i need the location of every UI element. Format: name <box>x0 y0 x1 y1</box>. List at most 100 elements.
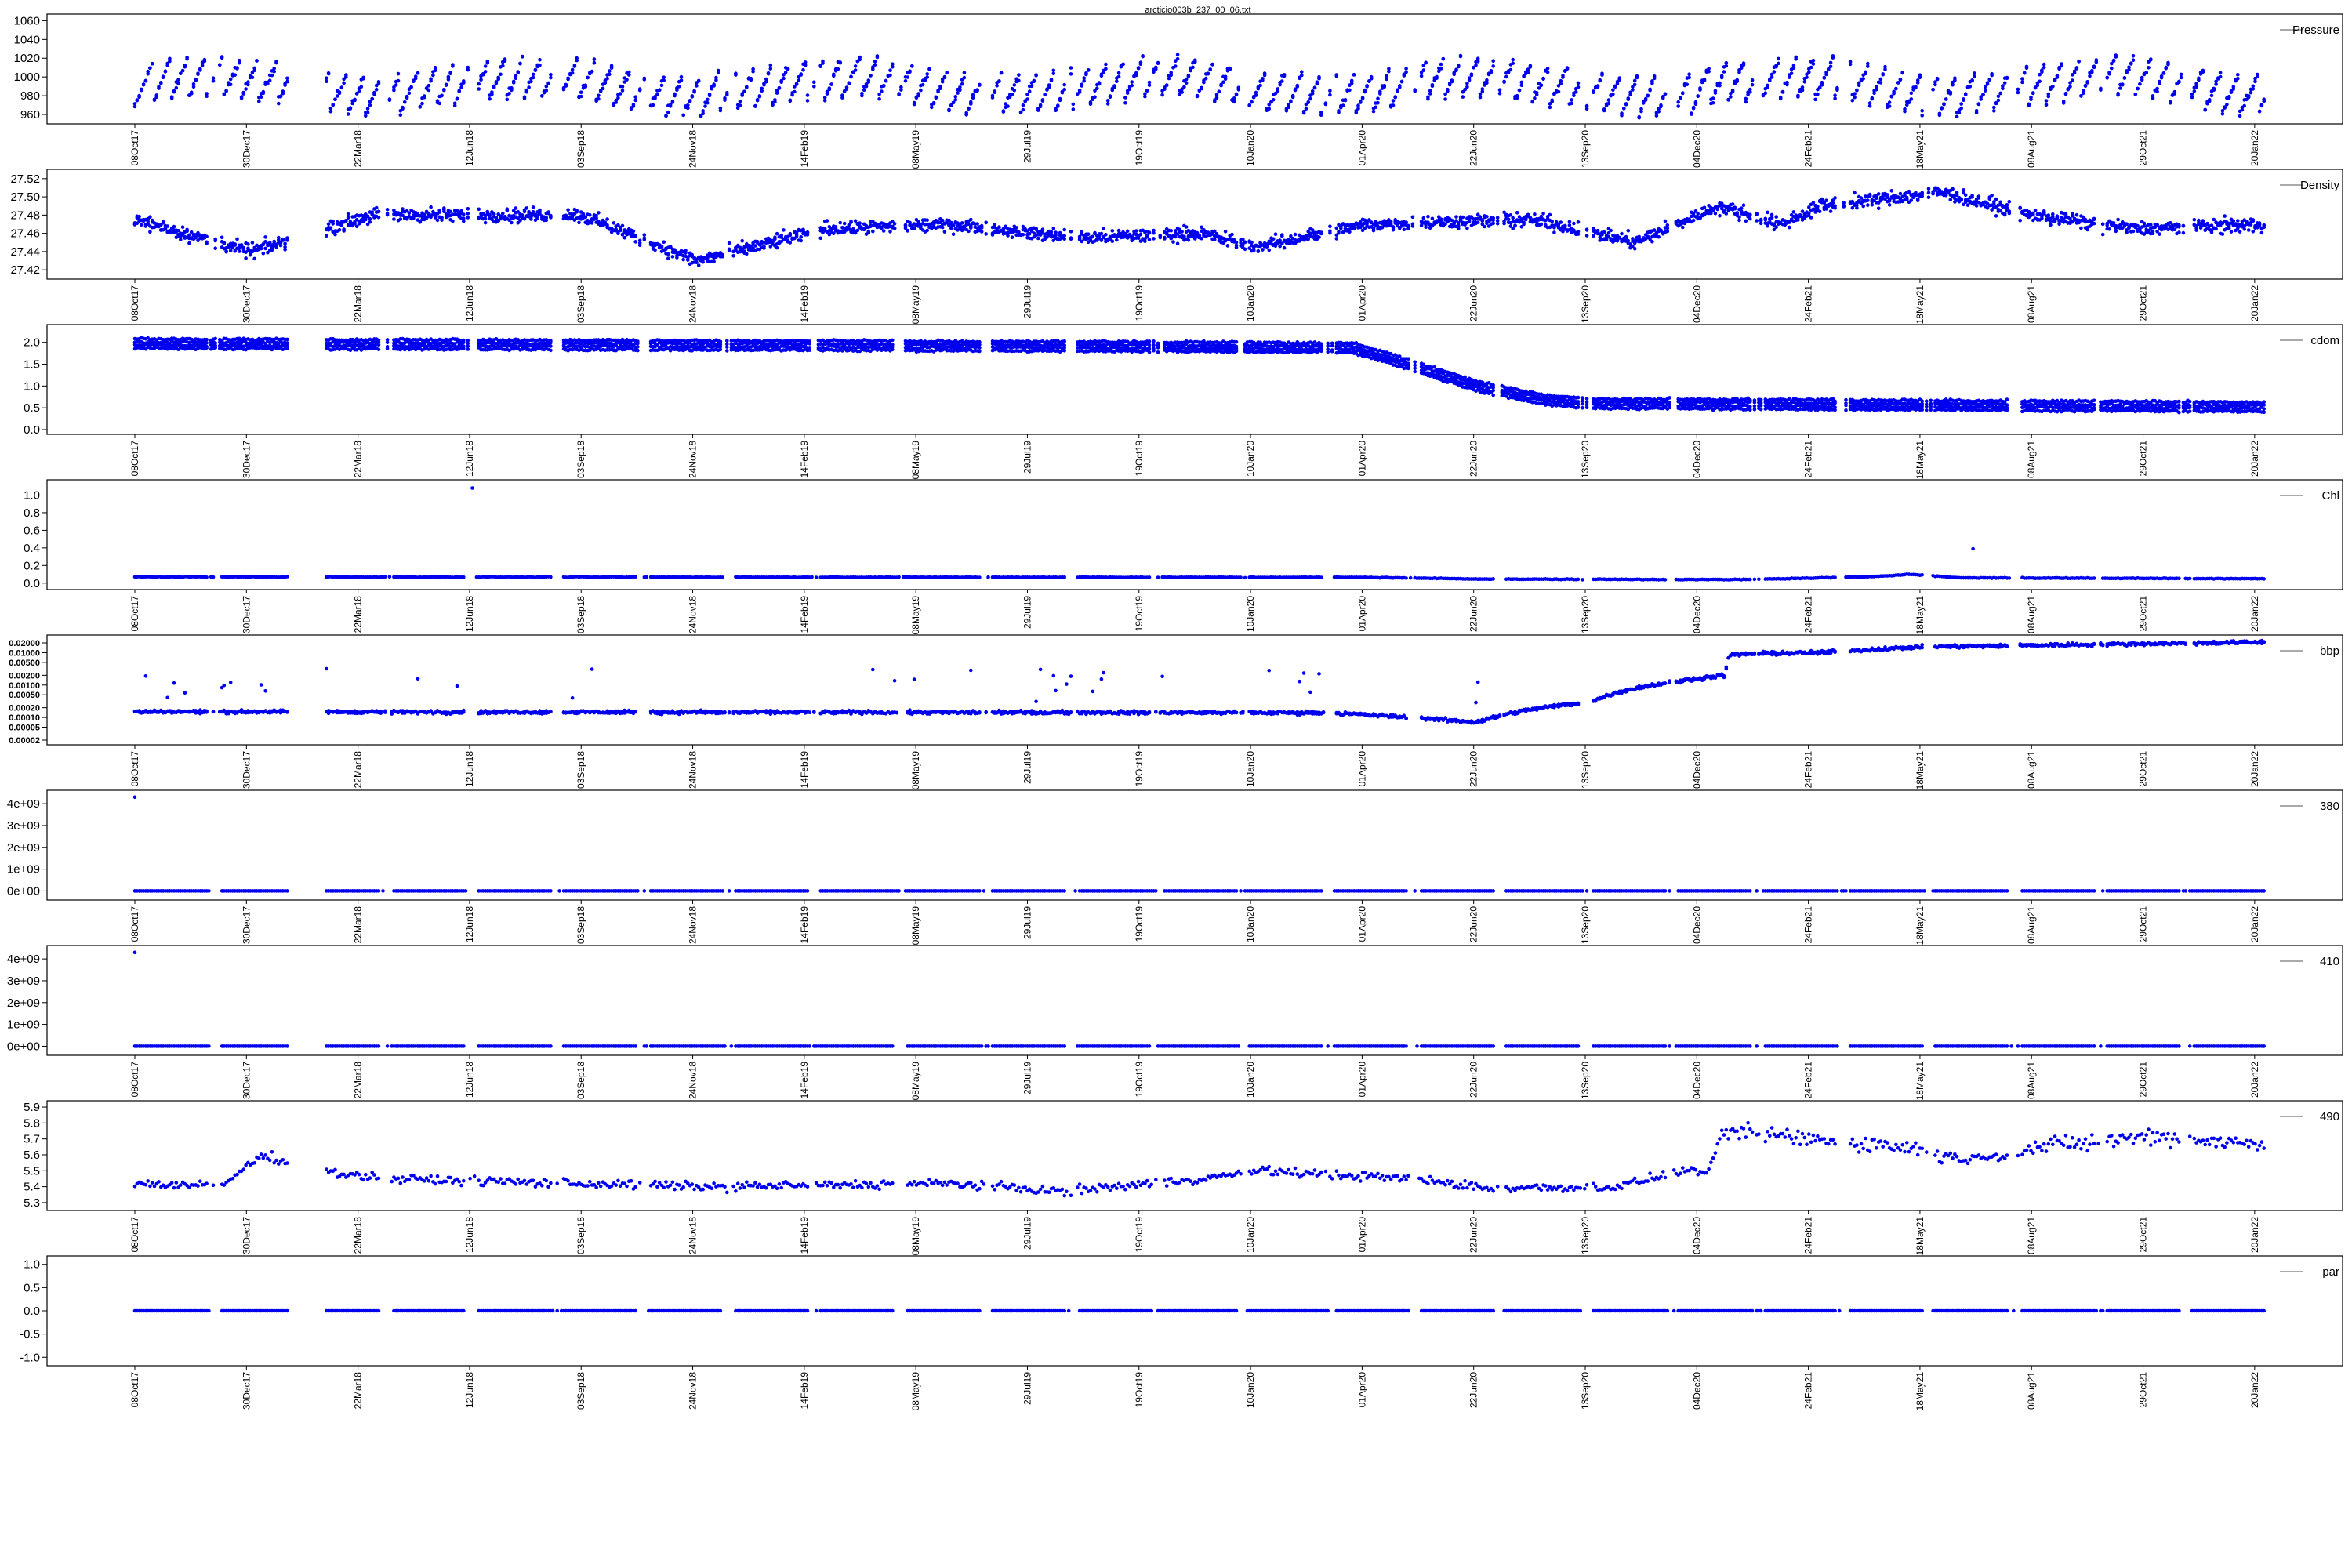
data-point <box>494 80 499 84</box>
data-point <box>1918 73 1922 77</box>
data-point <box>490 90 494 94</box>
data-point <box>1973 71 1976 75</box>
data-point <box>919 88 923 93</box>
data-point <box>529 79 533 84</box>
data-point <box>1363 89 1367 94</box>
data-point <box>1334 73 1339 77</box>
x-tick-label: 10Jan20 <box>1245 130 1256 166</box>
data-point <box>1399 79 1404 84</box>
data-point <box>1450 78 1454 82</box>
data-point <box>259 95 263 99</box>
data-point <box>1348 230 1352 234</box>
data-point <box>1032 78 1036 83</box>
data-point <box>385 338 390 342</box>
data-point <box>690 95 695 99</box>
data-point <box>2240 107 2245 112</box>
data-point <box>2192 89 2197 93</box>
data-point <box>727 247 731 252</box>
x-tick-label: 24Feb21 <box>1803 441 1814 478</box>
data-point <box>1772 70 1777 74</box>
data-point <box>1766 210 1769 215</box>
data-point <box>681 113 685 118</box>
data-point <box>1981 93 1985 97</box>
data-point <box>881 84 886 88</box>
data-point <box>344 73 348 77</box>
data-point <box>270 73 274 78</box>
points-pressure <box>132 53 2266 120</box>
data-point <box>762 246 766 250</box>
data-point <box>1491 221 1495 226</box>
x-tick-label: 30Dec17 <box>241 441 252 478</box>
data-point <box>137 95 141 99</box>
data-point <box>2120 82 2125 86</box>
data-point <box>2172 89 2177 94</box>
data-point <box>250 75 255 79</box>
data-point <box>842 221 847 226</box>
data-point <box>984 232 988 236</box>
data-point <box>1378 92 1382 96</box>
x-tick-label: 03Sep18 <box>575 441 586 478</box>
data-point <box>2207 97 2212 102</box>
data-point <box>1831 201 1835 205</box>
data-point <box>1800 85 1805 89</box>
data-point <box>1254 93 1258 97</box>
data-point <box>1983 85 1987 89</box>
data-point <box>1376 100 1380 105</box>
data-point <box>1794 55 1798 60</box>
data-point <box>1788 225 1791 230</box>
data-point <box>2194 85 2198 89</box>
data-point <box>2238 114 2242 118</box>
y-tick-label: 1060 <box>14 14 40 27</box>
data-point <box>1665 223 1670 227</box>
data-point <box>163 227 168 231</box>
y-tick-label: 1040 <box>14 33 40 46</box>
data-point <box>2256 74 2259 78</box>
data-point <box>1276 89 1280 93</box>
data-point <box>1029 84 1034 89</box>
data-point <box>1777 61 1780 66</box>
data-point <box>150 62 154 66</box>
data-point <box>612 221 616 225</box>
data-point <box>1820 197 1824 201</box>
data-point <box>2197 76 2201 81</box>
data-point <box>1343 97 1348 102</box>
data-point <box>1504 74 1508 79</box>
data-point <box>1004 102 1007 106</box>
data-point <box>331 103 336 107</box>
data-point <box>2068 216 2072 221</box>
data-point <box>1642 101 1646 105</box>
y-tick-label: 0.5 <box>24 401 40 415</box>
data-point <box>666 256 670 260</box>
data-point <box>261 242 266 247</box>
data-point <box>916 92 920 96</box>
data-point <box>993 223 997 227</box>
data-point <box>510 220 514 225</box>
data-point <box>993 90 997 95</box>
data-point <box>1657 234 1661 239</box>
data-point <box>2194 82 2198 85</box>
data-point <box>707 93 712 96</box>
x-tick-label: 08May19 <box>910 285 921 325</box>
data-point <box>2220 109 2225 113</box>
data-point <box>912 100 916 105</box>
data-point <box>1595 85 1600 89</box>
data-point <box>1234 92 1239 96</box>
data-point <box>2038 79 2042 84</box>
data-point <box>1559 220 1563 224</box>
data-point <box>1570 98 1573 102</box>
data-point <box>1306 237 1310 241</box>
data-point <box>1290 95 1295 100</box>
data-point <box>354 92 359 96</box>
data-point <box>1258 83 1262 88</box>
data-point <box>742 89 746 94</box>
data-point <box>213 237 218 241</box>
data-point <box>978 83 982 87</box>
data-point <box>1998 91 2002 96</box>
data-point <box>1391 99 1396 103</box>
data-point <box>866 230 871 235</box>
data-point <box>451 219 455 223</box>
data-point <box>488 97 492 101</box>
data-point <box>712 82 716 86</box>
data-point <box>446 74 451 79</box>
